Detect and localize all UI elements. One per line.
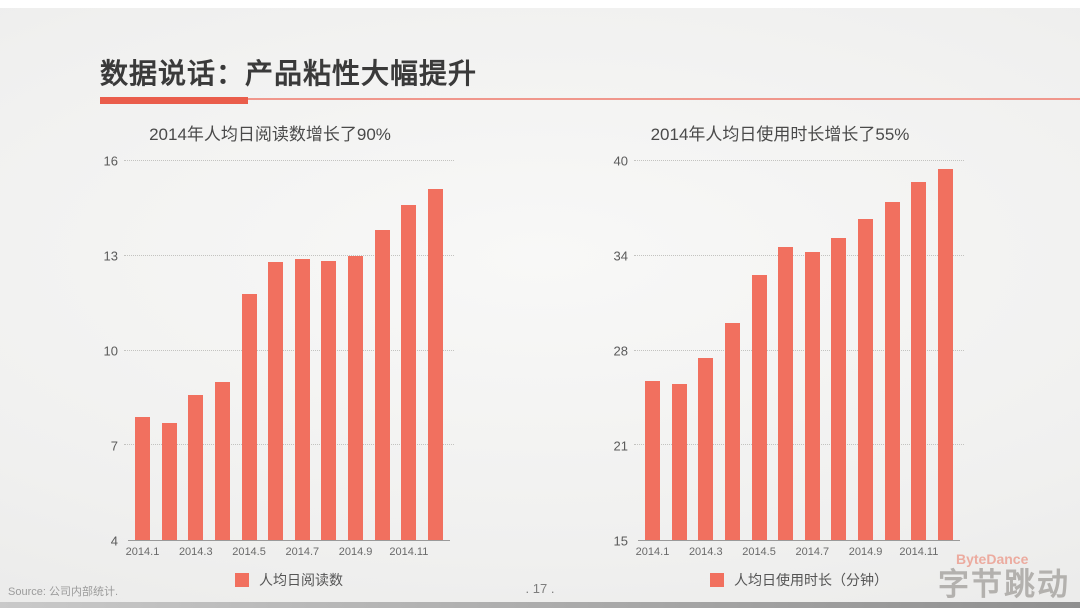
bar-2014.11 [401,205,417,540]
bar-2014.7 [804,251,820,540]
y-axis-labels: 15 21 28 34 40 [600,154,630,549]
bar-2014.1 [135,416,150,540]
x-axis-labels: 2014.1 2014.3 2014.5 2014.7 2014.9 2014.11 [635,541,960,561]
legend-swatch-icon [710,573,724,587]
x-tick-label: 2014.7 [795,546,830,558]
chart-daily-usage-minutes: 2014年人均日使用时长增长了55% 15 21 28 34 40 2014.1 2014… [600,120,968,590]
presentation-slide: 数据说话：产品粘性大幅提升 2014年人均日阅读数增长了90% 4 7 10 13 16… [0,8,1080,602]
plot-wrap: 15 21 28 34 40 [600,154,968,549]
x-tick-label: 2014.9 [338,546,373,558]
gridline [634,254,964,256]
x-tick-label: 2014.3 [688,546,723,558]
y-tick-label: 10 [103,343,118,359]
brand-watermark-zh: 字节跳动 [938,567,1070,602]
x-tick-label: 2014.9 [848,546,883,558]
y-tick-label: 13 [103,248,118,264]
y-tick-label: 7 [110,438,118,454]
legend-label: 人均日阅读数 [259,572,343,588]
gridline [634,160,964,161]
brand-watermark-en: ByteDance [956,551,1029,567]
y-tick-label: 4 [110,533,118,549]
y-tick-label: 21 [613,438,628,454]
page-title: 数据说话：产品粘性大幅提升 [100,58,478,89]
x-tick-label: 2014.3 [178,546,213,558]
plot-wrap: 4 7 10 13 16 [90,154,458,549]
x-axis-labels: 2014.1 2014.3 2014.5 2014.7 2014.9 2014.11 [125,541,450,561]
bar-2014.5 [241,293,257,540]
y-axis-labels: 4 7 10 13 16 [90,154,120,549]
plot-area [634,160,964,541]
gridline [124,349,454,351]
y-tick-label: 34 [613,248,628,264]
gridline [124,444,454,446]
chart-title: 2014年人均日使用时长增长了55% [650,125,910,144]
bar-2014.8 [321,260,337,540]
source-note: Source: 公司内部统计. [8,586,119,598]
page-number: . 17 . [525,581,555,596]
x-tick-label: 2014.11 [389,546,429,558]
y-tick-label: 28 [613,343,628,359]
bar-2014.9 [858,218,874,540]
bar-2014.9 [348,255,364,540]
chart-daily-reads: 2014年人均日阅读数增长了90% 4 7 10 13 16 2014.1 2014.3 2… [90,120,458,590]
bar-2014.5 [751,274,767,540]
y-tick-label: 15 [613,533,628,549]
screen-bottom-edge [0,602,1080,608]
x-tick-label: 2014.5 [742,546,776,558]
title-underline-thin [100,98,1080,100]
legend-swatch-icon [235,573,249,587]
bar-2014.12 [428,189,443,540]
x-tick-label: 2014.1 [125,546,160,558]
chart-legend: 人均日使用时长（分钟） [638,570,960,590]
gridline [124,254,454,256]
x-tick-label: 2014.5 [232,546,266,558]
bar-2014.3 [188,394,204,540]
plot-area [124,160,454,541]
chart-title: 2014年人均日阅读数增长了90% [149,125,391,144]
bar-2014.10 [374,230,390,540]
legend-label: 人均日使用时长（分钟） [734,572,888,588]
brand-watermark: ByteDance 字节跳动 [938,552,1070,600]
bar-2014.2 [161,423,177,540]
bar-2014.7 [294,258,310,540]
bar-2014.10 [884,201,900,540]
bar-2014.4 [724,323,740,540]
y-tick-label: 16 [103,153,118,169]
chart-legend: 人均日阅读数 [128,570,450,590]
bar-2014.8 [831,238,847,540]
gridline [124,160,454,161]
title-underline-accent [100,97,248,104]
bar-2014.1 [645,380,660,540]
x-tick-label: 2014.11 [899,546,939,558]
bar-2014.12 [938,168,953,540]
bar-2014.2 [671,383,687,540]
x-tick-label: 2014.7 [285,546,320,558]
gridline [634,444,964,446]
x-tick-label: 2014.1 [635,546,670,558]
bar-2014.3 [698,358,714,540]
bar-2014.11 [911,182,927,540]
bar-2014.4 [214,382,230,540]
y-tick-label: 40 [613,153,628,169]
gridline [634,349,964,351]
bar-2014.6 [778,247,794,540]
bar-2014.6 [268,262,284,540]
